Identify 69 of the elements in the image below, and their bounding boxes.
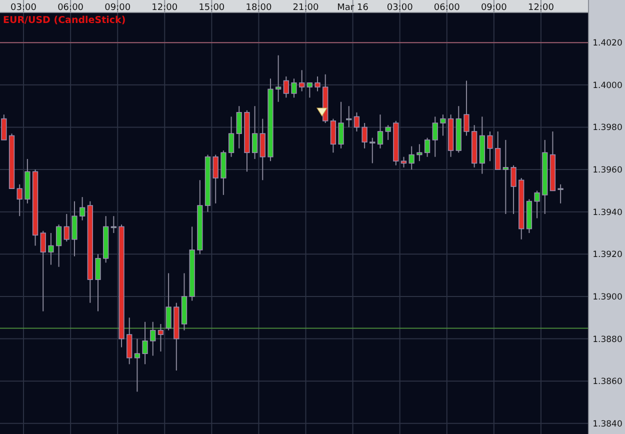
candlestick (95, 254, 101, 312)
x-tick-label: 21:00 (292, 3, 319, 13)
y-tick-label: 1.3840 (592, 419, 622, 430)
candlestick (424, 137, 430, 158)
candlestick (502, 139, 509, 214)
candlestick (142, 321, 148, 365)
candlestick (79, 196, 86, 221)
candlestick (291, 78, 297, 98)
candlestick (370, 137, 376, 164)
candlestick (236, 106, 242, 149)
candlestick (314, 76, 320, 92)
chart-title: EUR/USD (CandleStick) (3, 15, 126, 26)
candlestick (362, 122, 368, 149)
candlestick (260, 118, 266, 181)
candlestick (48, 232, 54, 266)
candlestick (510, 164, 516, 214)
candlestick (283, 76, 289, 98)
candlestick (306, 82, 313, 98)
candlestick (64, 213, 70, 242)
x-tick-label: 15:00 (198, 3, 225, 13)
x-tick-label: 12:00 (528, 3, 554, 13)
candlestick (464, 80, 470, 136)
x-tick-label: 09:00 (104, 3, 131, 13)
candlestick (56, 224, 62, 268)
candlestick (40, 230, 46, 312)
x-tick-label: 18:00 (246, 3, 272, 13)
x-tick-label: 03:00 (10, 3, 37, 13)
candlestick (354, 112, 360, 132)
y-tick-label: 1.4000 (592, 80, 622, 91)
candlestick (299, 70, 305, 92)
x-tick-label: 12:00 (152, 3, 178, 13)
candlestick (558, 184, 564, 204)
candlestick (212, 154, 218, 204)
candlestick (252, 106, 258, 160)
x-tick-label: 06:00 (434, 3, 460, 13)
candlestick (72, 200, 78, 257)
y-tick-label: 1.3920 (592, 250, 622, 260)
candlestick (330, 118, 336, 154)
y-tick-label: 1.3980 (592, 123, 622, 134)
candlestick (432, 116, 438, 158)
y-tick-label: 1.3880 (592, 334, 622, 345)
x-tick-label: 03:00 (386, 3, 414, 13)
y-tick-label: 1.3960 (592, 166, 622, 176)
candlestick (534, 190, 540, 219)
candlestick (158, 323, 164, 352)
candlestick (377, 114, 384, 149)
x-tick-label: 09:00 (480, 3, 508, 13)
candlestick (134, 338, 140, 392)
candlestick (416, 144, 422, 162)
candlestick (487, 130, 493, 162)
y-tick-label: 1.3940 (592, 208, 622, 218)
candlestick (338, 101, 344, 149)
candlestick (1, 114, 7, 140)
y-tick-label: 1.3860 (592, 377, 622, 388)
x-tick-label: 06:00 (58, 3, 84, 13)
candlestick (495, 130, 501, 170)
candlestick (166, 272, 172, 331)
candlestick (440, 114, 446, 136)
y-tick-label: 1.3900 (592, 292, 622, 302)
x-tick-label: Mar 16 (337, 3, 369, 13)
candlestick (228, 116, 234, 158)
candlestick (150, 321, 156, 356)
candlestick (275, 54, 282, 102)
candlestick (126, 317, 132, 365)
candlestick (16, 184, 22, 217)
candlestick (400, 156, 407, 168)
candlestick (408, 146, 414, 170)
candlestick (385, 124, 391, 140)
y-tick-label: 1.4020 (592, 38, 622, 49)
